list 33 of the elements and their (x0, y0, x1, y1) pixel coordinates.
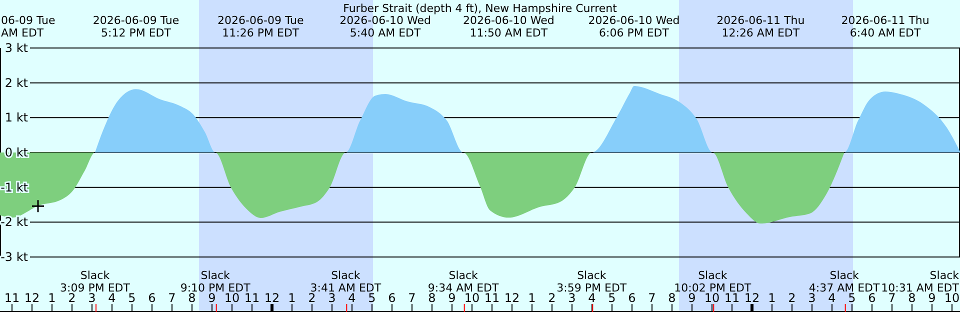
y-tick-label: -3 kt (0, 250, 28, 264)
x-tick-label: 6 (388, 291, 396, 305)
y-tick-label: 1 kt (4, 110, 28, 125)
y-tick-label: 3 kt (4, 41, 28, 55)
x-tick-label: 12 (264, 291, 280, 305)
y-tick-label: -1 kt (0, 180, 28, 194)
x2-tick-label: 2026-06-10 Wed 11:50 AM EDT (462, 14, 554, 40)
x-tick-label: 2 (788, 291, 796, 305)
chart-title: Furber Strait (depth 4 ft), New Hampshire Current (343, 2, 618, 15)
x2-tick-label: 2026-06-10 Wed 6:06 PM EDT (588, 14, 680, 40)
x-tick-label: 1 (288, 291, 296, 305)
x-tick-label: 1 (48, 291, 56, 305)
x-tick-label: 12 (504, 291, 520, 305)
x-tick-label: 6 (148, 291, 156, 305)
x2-tick-label: 2026-06-10 Wed 5:40 AM EDT (340, 14, 432, 40)
y-tick-label: 2 kt (4, 76, 28, 90)
x-tick-label: 8 (668, 291, 676, 305)
x-tick-label: 7 (168, 291, 176, 305)
x-tick-label: 11 (4, 291, 20, 305)
x-tick-label: 7 (648, 291, 656, 305)
x-tick-label: 1 (528, 291, 536, 305)
x2-tick-label: 2026-06-11 Thu 6:40 AM EDT (841, 14, 930, 40)
x-tick-label: 6 (628, 291, 636, 305)
x2-tick-label: 2026-06-09 Tue 11:26 PM EDT (218, 14, 304, 40)
x-tick-label: 12 (24, 291, 40, 305)
text: 06-09 Tue AM EDT (1, 14, 56, 40)
x2-tick-label: 2026-06-09 Tue 5:12 PM EDT (92, 14, 180, 40)
x-tick-label: 7 (408, 291, 416, 305)
y-tick-label: -2 kt (0, 215, 28, 230)
x2-tick-label: 2026-06-11 Thu 12:26 AM EDT (716, 14, 805, 40)
x-tick-label: 1 (768, 291, 776, 305)
x-tick-label: 2 (548, 291, 556, 305)
x-tick-label: 5 (128, 291, 136, 305)
